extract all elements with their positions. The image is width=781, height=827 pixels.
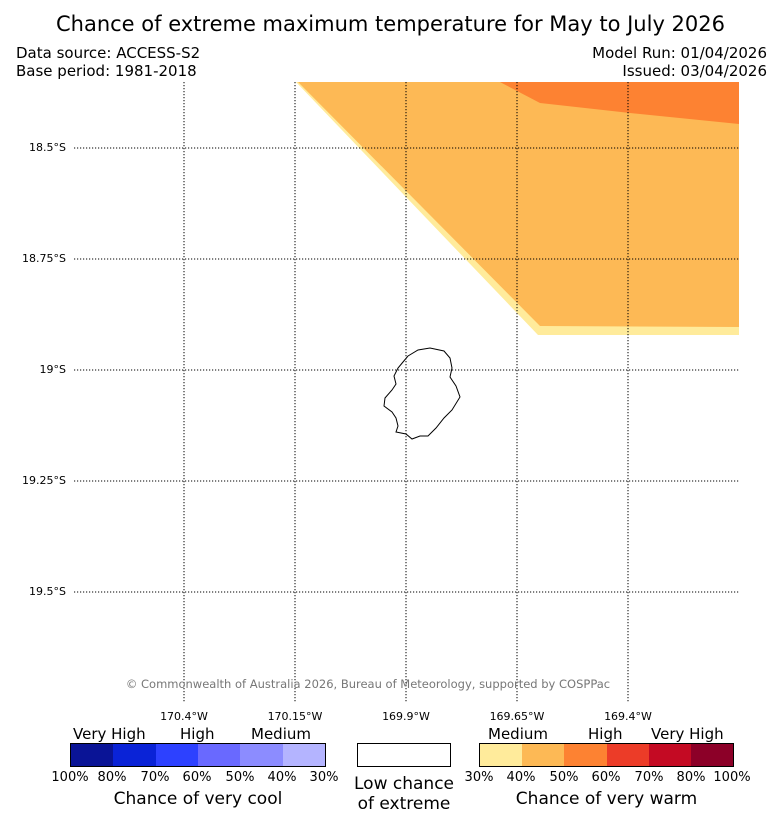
map-title: Chance of extreme maximum temperature fo… <box>55 12 725 36</box>
run-info: Model Run: 01/04/2026 Issued: 03/04/2026 <box>592 44 767 80</box>
cool-swatch <box>197 744 241 766</box>
cool-tick: 60% <box>182 770 212 785</box>
lat-label: 19.5°S <box>29 585 66 598</box>
base-period: Base period: 1981-2018 <box>16 62 197 80</box>
warm-swatch <box>564 744 607 766</box>
cool-tick: 80% <box>97 770 127 785</box>
lat-label: 18.5°S <box>29 141 66 154</box>
low-chance-caption: Low chance of extreme <box>340 774 468 814</box>
lon-label: 170.15°W <box>267 710 323 723</box>
copyright-notice: © Commonwealth of Australia 2026, Bureau… <box>125 677 611 691</box>
warm-tick: 70% <box>634 770 664 785</box>
low-chance-line1: Low chance <box>354 774 454 794</box>
cool-tick: 70% <box>140 770 170 785</box>
region-high <box>500 82 739 124</box>
lat-label: 19.25°S <box>22 474 66 487</box>
island-outline <box>383 347 461 440</box>
cool-tick: 100% <box>51 770 89 785</box>
cool-cat-very-high: Very High <box>73 725 146 743</box>
cool-tick: 40% <box>267 770 297 785</box>
cool-tick: 50% <box>225 770 255 785</box>
cool-cat-medium: Medium <box>251 725 311 743</box>
low-chance-line2: of extreme <box>357 794 451 814</box>
warm-tick: 80% <box>676 770 706 785</box>
warm-cat-high: High <box>588 725 623 743</box>
warm-swatch <box>606 744 649 766</box>
warm-swatch <box>522 744 565 766</box>
lon-label: 169.65°W <box>489 710 545 723</box>
warm-cat-medium: Medium <box>488 725 548 743</box>
cool-swatch <box>240 744 283 766</box>
warm-tick: 60% <box>591 770 621 785</box>
lon-label: 169.4°W <box>604 710 652 723</box>
warm-tick: 50% <box>549 770 579 785</box>
cool-tick: 30% <box>309 770 339 785</box>
warm-swatch <box>690 744 734 766</box>
lon-label: 170.4°W <box>160 710 208 723</box>
lon-label: 169.9°W <box>382 710 430 723</box>
low-chance-swatch <box>357 743 451 767</box>
warm-tick: 30% <box>464 770 494 785</box>
warm-cat-very-high: Very High <box>651 725 724 743</box>
source-info: Data source: ACCESS-S2 Base period: 1981… <box>16 44 200 80</box>
cool-caption: Chance of very cool <box>113 789 283 809</box>
lat-label: 18.75°S <box>22 252 66 265</box>
cool-swatch <box>113 744 156 766</box>
warm-colorbar <box>479 743 734 767</box>
warm-swatch <box>648 744 691 766</box>
issued-date: Issued: 03/04/2026 <box>622 62 767 80</box>
warm-swatch <box>480 744 523 766</box>
cool-swatch <box>155 744 198 766</box>
data-source: Data source: ACCESS-S2 <box>16 44 201 62</box>
cool-colorbar <box>70 743 326 767</box>
cool-swatch <box>282 744 325 766</box>
cool-cat-high: High <box>180 725 215 743</box>
model-run: Model Run: 01/04/2026 <box>592 44 767 62</box>
warm-caption: Chance of very warm <box>515 789 698 809</box>
warm-tick: 100% <box>713 770 751 785</box>
cool-swatch <box>71 744 114 766</box>
warm-tick: 40% <box>506 770 536 785</box>
lat-label: 19°S <box>39 363 66 376</box>
